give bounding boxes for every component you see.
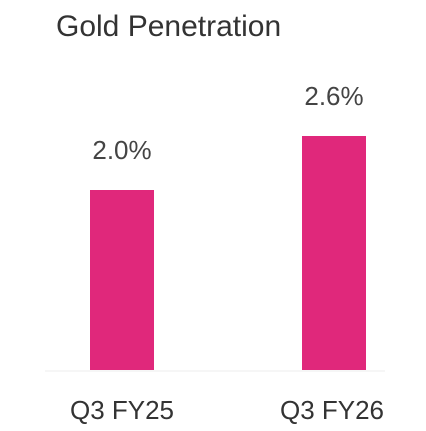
x-tick-label: Q3 FY25 (70, 395, 174, 425)
bar (90, 190, 154, 370)
value-label: 2.0% (92, 135, 151, 165)
value-label: 2.6% (304, 81, 363, 111)
bar (302, 136, 366, 370)
x-tick-label: Q3 FY26 (280, 395, 384, 425)
chart-title: Gold Penetration (56, 10, 281, 43)
